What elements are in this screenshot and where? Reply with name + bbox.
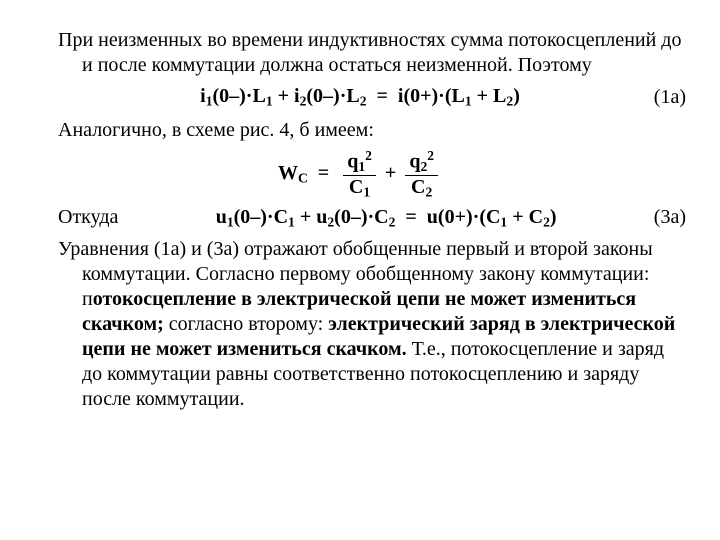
okuda-label: Откуда [58, 205, 118, 230]
equation-3-label: (3а) [654, 205, 686, 230]
fraction-2: q22 C2 [405, 149, 438, 200]
equation-1: i1(0–)·L1 + i2(0–)·L2 = i(0+)·(L1 + L2) [200, 84, 520, 110]
equation-3: u1(0–)·C1 + u2(0–)·C2 = u(0+)·(C1 + C2) [216, 206, 557, 228]
slide-container: При неизменных во времени индуктивностях… [0, 0, 720, 438]
paragraph-2: Аналогично, в схеме рис. 4, б имеем: [34, 118, 686, 143]
equation-1-label: (1а) [654, 85, 686, 110]
fraction-1: q12 C1 [343, 149, 376, 200]
para3-part-b: согласно второму: [164, 313, 329, 335]
equation-2: WC = q12 C1 + q22 C2 [278, 149, 442, 200]
equation-1-row: i1(0–)·L1 + i2(0–)·L2 = i(0+)·(L1 + L2) … [34, 84, 686, 110]
paragraph-1: При неизменных во времени индуктивностях… [34, 28, 686, 78]
paragraph-3: Уравнения (1а) и (3а) отражают обобщенны… [34, 237, 686, 412]
equation-3-row: Откуда u1(0–)·C1 + u2(0–)·C2 = u(0+)·(C1… [34, 205, 686, 231]
equation-2-row: WC = q12 C1 + q22 C2 [34, 149, 686, 200]
